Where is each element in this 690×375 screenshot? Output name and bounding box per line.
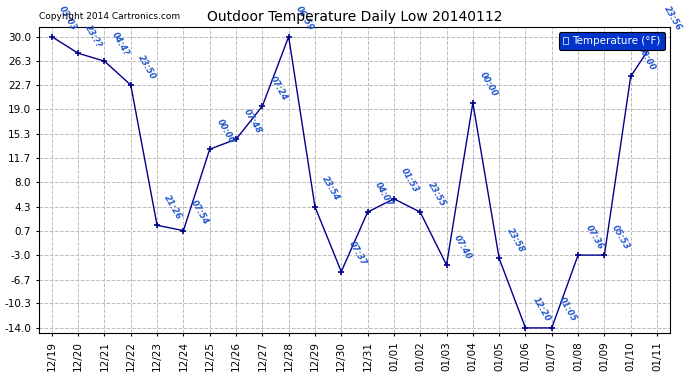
Text: 00:00: 00:00 <box>215 117 237 145</box>
Text: 23:55: 23:55 <box>426 180 447 208</box>
Text: Copyright 2014 Cartronics.com: Copyright 2014 Cartronics.com <box>39 12 180 21</box>
Text: 05:53: 05:53 <box>610 223 631 251</box>
Text: 23:??: 23:?? <box>83 23 104 49</box>
Text: 06:59: 06:59 <box>294 5 315 33</box>
Text: 00:00: 00:00 <box>478 71 500 99</box>
Text: 07:54: 07:54 <box>189 199 210 226</box>
Text: 03:03: 03:03 <box>57 5 79 33</box>
Text: 23:50: 23:50 <box>137 53 157 81</box>
Text: 23:56: 23:56 <box>662 5 684 33</box>
Title: Outdoor Temperature Daily Low 20140112: Outdoor Temperature Daily Low 20140112 <box>207 10 502 24</box>
Text: 23:54: 23:54 <box>321 175 342 202</box>
Text: 07:40: 07:40 <box>452 233 473 261</box>
Text: 04:4?: 04:4? <box>110 30 130 57</box>
Text: 07:37: 07:37 <box>347 240 368 267</box>
Text: 04:07: 04:07 <box>373 180 395 208</box>
Text: 01:05: 01:05 <box>558 296 579 324</box>
Text: 00:00: 00:00 <box>636 45 658 72</box>
Text: 12:20: 12:20 <box>531 296 552 324</box>
Text: 23:58: 23:58 <box>504 226 526 254</box>
Text: 07:36: 07:36 <box>584 223 605 251</box>
Legend: Temperature (°F): Temperature (°F) <box>559 32 665 50</box>
Text: 07:24: 07:24 <box>268 74 289 102</box>
Text: 07:48: 07:48 <box>241 107 263 135</box>
Text: 21:26: 21:26 <box>163 194 184 221</box>
Text: 01:53: 01:53 <box>400 167 421 195</box>
